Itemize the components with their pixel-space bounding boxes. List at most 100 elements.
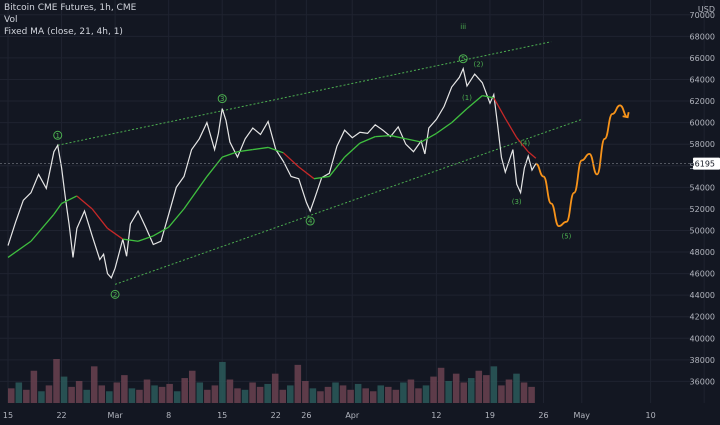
volume-bars [8,359,535,403]
ma-segment [61,195,78,205]
x-tick-label: 22 [271,411,281,420]
volume-bar [106,391,113,403]
ma-segment [344,142,361,158]
moving-average [7,95,537,258]
wave-label: 3 [220,95,224,103]
wave-label: 5 [461,55,465,63]
ma-segment [76,195,93,210]
wave-label: (4) [520,139,530,147]
volume-bar [45,385,53,403]
ma-segment [282,152,300,168]
volume-bar [90,366,98,403]
x-tick-label: May [573,411,590,420]
volume-bar [430,376,437,403]
volume-bar [287,385,294,403]
x-tick-label: 15 [3,411,13,420]
ma-segment [516,137,529,153]
volume-bar [75,381,83,403]
volume-bar [211,385,219,403]
volume-bar [271,373,279,403]
volume-bar [385,386,392,403]
volume-bar [181,378,188,403]
y-tick-label: 68000 [690,32,715,41]
volume-bar [483,375,490,403]
wave-labels: 1 2 3 4 iii 5 (1) (2) (3) (4) (5) [53,23,572,299]
volume-bar [460,382,467,403]
y-tick-label: 44000 [690,291,715,300]
ma-segment [30,213,55,242]
volume-bar [53,359,60,403]
volume-bar [30,370,38,403]
x-tick-label: 15 [217,411,227,420]
wave-label-circle [305,216,315,226]
ma-segment [436,122,453,134]
ma-segment [91,208,108,229]
volume-bar [392,389,400,403]
x-axis: 15 22 Mar 8 15 22 26 Apr 12 19 26 May 10 [3,411,656,420]
volume-bar [136,389,143,403]
ma-segment [504,117,518,139]
y-tick-label: 40000 [690,334,715,343]
y-tick-label: 60000 [690,119,715,128]
volume-bar [294,364,302,403]
ma-segment [298,166,315,180]
volume-bar [68,386,75,403]
volume-bar [520,382,528,403]
volume-bar [188,370,196,403]
ma-segment [375,134,391,138]
volume-bar [422,385,430,403]
volume-bar [196,382,204,403]
y-tick-label: 38000 [690,356,715,365]
ma-segment [168,208,185,228]
volume-bar [369,391,377,403]
volume-bar [354,383,362,403]
volume-bar [173,391,181,403]
volume-bar [15,382,23,403]
volume-bar [23,389,30,403]
ma-segment [390,134,406,140]
volume-bar [158,386,166,403]
volume-bar [339,385,347,403]
ma-segment [482,95,494,99]
chart-title: Bitcoin CME Futures, 1h, CME [4,3,137,13]
volume-bar [8,388,15,403]
ma-segment [183,176,208,210]
volume-bar [166,383,173,403]
indicator-label: Fixed MA (close, 21, 4h, 1) [4,27,123,37]
x-tick-label: 26 [301,411,311,420]
volume-bar [264,383,271,403]
volume-bar [249,382,256,403]
volume-bar [415,388,422,403]
wave-label: 2 [113,291,117,299]
volume-bar [513,373,520,403]
volume-bar [128,388,136,403]
ma-segment [221,151,238,158]
ma-segment [267,146,284,154]
volume-bar [400,382,407,403]
ma-segment [451,108,468,124]
volume-bar [279,389,287,403]
volume-bar [151,385,158,403]
wave-label: (1) [462,94,472,102]
wave-label-circle [458,54,468,64]
volume-bar [60,376,68,403]
x-tick-label: 26 [538,411,548,420]
y-tick-label: 42000 [690,313,715,322]
volume-bar [437,367,445,403]
y-tick-label: 62000 [690,97,715,106]
ma-segment [137,235,154,242]
y-axis: 36000 38000 40000 42000 44000 46000 48000 50000… [690,5,715,386]
volume-bar [362,388,369,403]
wave-label: (3) [512,198,522,206]
volume-bar [226,379,234,403]
volume-bar [324,386,332,403]
y-tick-label: 64000 [690,75,715,84]
y-tick-label: 70000 [690,11,715,20]
ma-segment [237,148,253,153]
ma-segment [313,175,330,180]
wave-label-circle [217,94,227,104]
ma-segment [7,240,32,258]
y-tick-label: 46000 [690,270,715,279]
